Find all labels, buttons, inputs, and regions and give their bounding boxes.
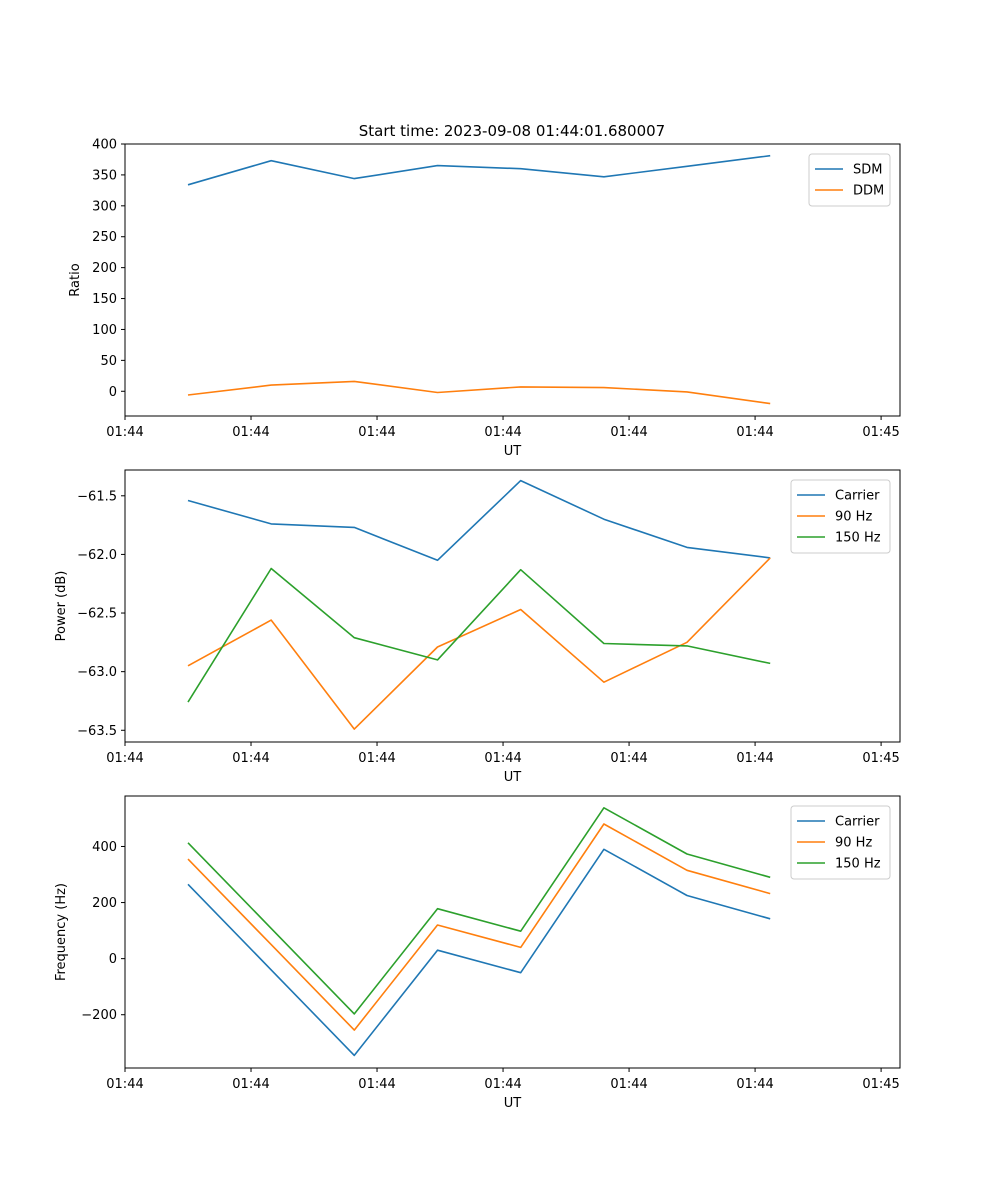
x-axis-label: UT bbox=[504, 1096, 522, 1111]
x-tick-label: 01:44 bbox=[736, 1077, 773, 1092]
x-tick-label: 01:44 bbox=[736, 751, 773, 766]
y-tick-label: 150 bbox=[92, 292, 117, 307]
x-tick-label: 01:44 bbox=[484, 425, 521, 440]
y-tick-label: 0 bbox=[109, 385, 117, 400]
plot-frame bbox=[124, 143, 901, 417]
series-line-150-hz bbox=[187, 567, 771, 703]
series-line-carrier bbox=[187, 479, 771, 562]
x-tick-label: 01:45 bbox=[862, 751, 899, 766]
y-axis-label: Frequency (Hz) bbox=[54, 883, 69, 981]
legend-box bbox=[808, 153, 891, 207]
y-tick-label: 200 bbox=[92, 896, 117, 911]
y-tick-label: −62.0 bbox=[77, 548, 117, 563]
legend-label: 90 Hz bbox=[835, 836, 872, 851]
series-line-90-hz bbox=[187, 823, 771, 1031]
x-tick-label: 01:44 bbox=[610, 425, 647, 440]
legend-box bbox=[790, 479, 891, 554]
series-line-150-hz bbox=[187, 806, 771, 1015]
x-tick-label: 01:44 bbox=[610, 1077, 647, 1092]
x-tick-label: 01:44 bbox=[736, 425, 773, 440]
y-tick-label: 400 bbox=[92, 840, 117, 855]
plot-frame bbox=[124, 795, 901, 1069]
x-axis-label: UT bbox=[504, 444, 522, 459]
x-tick-label: 01:44 bbox=[358, 425, 395, 440]
y-tick-label: 50 bbox=[100, 354, 117, 369]
x-tick-label: 01:45 bbox=[862, 425, 899, 440]
y-tick-label: 400 bbox=[92, 138, 117, 153]
x-tick-label: 01:44 bbox=[232, 1077, 269, 1092]
chart-2: 01:44 01:44 01:44 01:44 01:44 01:44 01:45 −63.5… bbox=[54, 469, 901, 785]
y-tick-label: 100 bbox=[92, 323, 117, 338]
x-tick-label: 01:44 bbox=[358, 1077, 395, 1092]
x-tick-label: 01:44 bbox=[358, 751, 395, 766]
y-tick-label: −62.5 bbox=[77, 607, 117, 622]
x-tick-label: 01:44 bbox=[610, 751, 647, 766]
legend-label: SDM bbox=[853, 163, 882, 178]
series-line-90-hz bbox=[187, 557, 771, 730]
x-tick-label: 01:45 bbox=[862, 1077, 899, 1092]
legend-box bbox=[790, 805, 891, 880]
y-tick-label: −200 bbox=[81, 1008, 117, 1023]
y-axis-label: Power (dB) bbox=[54, 571, 69, 642]
series-line-carrier bbox=[187, 848, 771, 1057]
figure-title: Start time: 2023-09-08 01:44:01.680007 bbox=[359, 122, 665, 140]
x-axis-label: UT bbox=[504, 770, 522, 785]
legend: Carrier 90 Hz 150 Hz bbox=[790, 479, 891, 554]
x-tick-label: 01:44 bbox=[232, 751, 269, 766]
x-tick-label: 01:44 bbox=[484, 751, 521, 766]
y-tick-label: 0 bbox=[109, 952, 117, 967]
y-axis-label: Ratio bbox=[68, 263, 83, 296]
y-tick-label: −63.5 bbox=[77, 724, 117, 739]
legend: SDM DDM bbox=[808, 153, 891, 207]
x-tick-label: 01:44 bbox=[106, 1077, 143, 1092]
x-tick-label: 01:44 bbox=[106, 425, 143, 440]
plot-frame bbox=[124, 469, 901, 743]
y-tick-label: 350 bbox=[92, 168, 117, 183]
legend-label: 150 Hz bbox=[835, 857, 881, 872]
y-tick-label: 300 bbox=[92, 199, 117, 214]
y-tick-label: 250 bbox=[92, 230, 117, 245]
chart-3: 01:44 01:44 01:44 01:44 01:44 01:44 01:45 −200 0… bbox=[54, 795, 901, 1111]
x-tick-label: 01:44 bbox=[232, 425, 269, 440]
legend-label: 90 Hz bbox=[835, 510, 872, 525]
legend-label: 150 Hz bbox=[835, 531, 881, 546]
series-line-sdm bbox=[187, 154, 771, 186]
legend-label: DDM bbox=[853, 184, 884, 199]
legend: Carrier 90 Hz 150 Hz bbox=[790, 805, 891, 880]
legend-label: Carrier bbox=[835, 489, 880, 504]
y-tick-label: −63.0 bbox=[77, 665, 117, 680]
series-line-ddm bbox=[187, 380, 771, 405]
x-tick-label: 01:44 bbox=[106, 751, 143, 766]
y-tick-label: −61.5 bbox=[77, 489, 117, 504]
x-tick-label: 01:44 bbox=[484, 1077, 521, 1092]
legend-label: Carrier bbox=[835, 815, 880, 830]
chart-1: 01:44 01:44 01:44 01:44 01:44 01:44 01:45 0 50 10… bbox=[68, 138, 901, 459]
y-tick-label: 200 bbox=[92, 261, 117, 276]
